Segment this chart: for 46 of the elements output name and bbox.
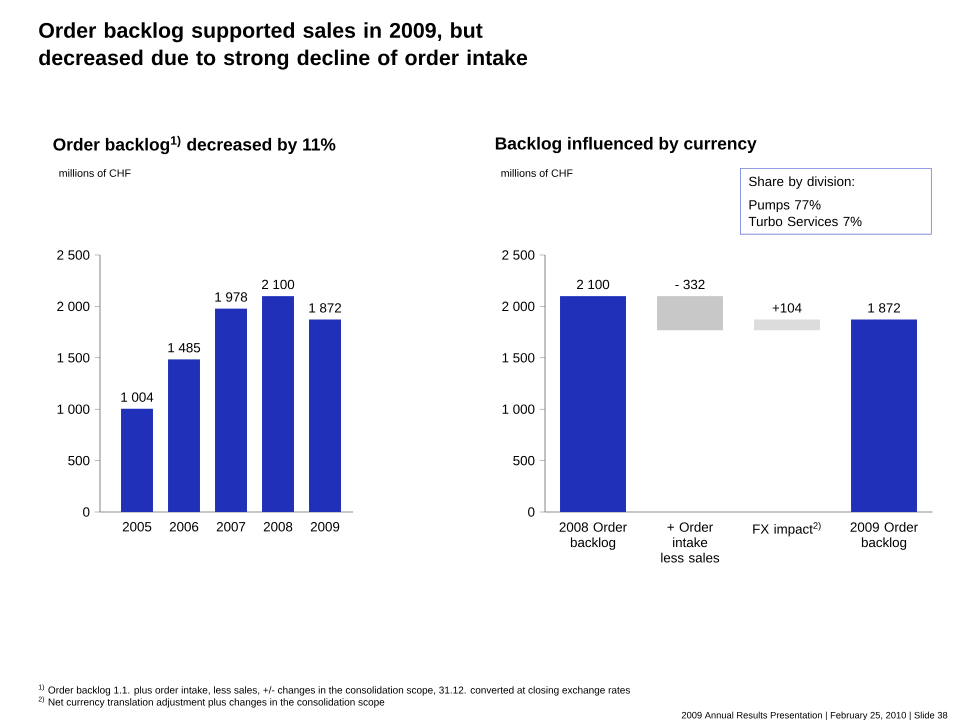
y-tick-label: 1 000 bbox=[58, 404, 90, 414]
y-tick-label: 1 500 bbox=[502, 352, 534, 362]
x-tick-label: 2008 Order backlog bbox=[560, 522, 627, 550]
data-label: 1 004 bbox=[121, 392, 154, 402]
data-label: 1 978 bbox=[215, 292, 248, 302]
data-label: 1 485 bbox=[168, 342, 200, 352]
y-axis-title: millions of CHF bbox=[59, 168, 131, 177]
chart-title: Backlog influenced by currency bbox=[496, 136, 757, 153]
text: $^{1)}$ Order backlog 1.1. plus order intake, less sales, +/- changes in the consolidation scope, 31.12. converted at closing exchange rates bbox=[38, 684, 630, 696]
y-tick-label: 2 500 bbox=[57, 250, 90, 260]
chart-title: Order backlog$^{1)}$ decreased by 11% bbox=[53, 136, 336, 154]
x-tick-label: 2006 bbox=[170, 522, 198, 532]
data-label: 2 100 bbox=[262, 280, 294, 289]
text: Order backlog supported sales in 2009, but decreased due to strong decline of order intake bbox=[39, 22, 528, 70]
text: Turbo Services 7% bbox=[748, 216, 862, 226]
y-tick-label: 2 000 bbox=[502, 301, 534, 311]
x-tick-label: FX impact$^{2)}$ bbox=[753, 522, 821, 536]
y-tick-label: 500 bbox=[513, 456, 534, 466]
text: Pumps 77% bbox=[750, 200, 821, 212]
data-label: +104 bbox=[772, 303, 802, 312]
x-tick-label: 2009 bbox=[310, 522, 340, 532]
bar bbox=[215, 308, 247, 512]
y-tick-label: 0 bbox=[83, 507, 90, 517]
y-tick-label: 1 000 bbox=[502, 404, 534, 414]
y-tick-label: 500 bbox=[68, 456, 90, 466]
data-label: 2 100 bbox=[576, 280, 610, 289]
text: $^{2)}$ Net currency translation adjustment plus changes in the consolidation scope bbox=[38, 696, 384, 708]
x-tick-label: + Order intake less sales bbox=[661, 522, 720, 562]
bar bbox=[121, 408, 153, 512]
data-label: 1 872 bbox=[309, 303, 342, 312]
x-tick-label: 2005 bbox=[122, 522, 152, 532]
bar bbox=[168, 359, 200, 512]
x-tick-label: 2007 bbox=[216, 522, 246, 532]
data-label: 1 872 bbox=[868, 303, 900, 312]
y-tick-label: 2 000 bbox=[57, 301, 90, 311]
text: Share by division: bbox=[749, 176, 854, 189]
data-label: - 332 bbox=[675, 280, 705, 289]
x-tick-label: 2009 Order backlog bbox=[850, 522, 918, 550]
bar bbox=[309, 319, 341, 512]
text: 2009 Annual Results Presentation | February 25, 2010 | Slide 38 bbox=[682, 711, 948, 720]
x-tick-label: 2008 bbox=[264, 522, 292, 532]
y-axis-title: millions of CHF bbox=[501, 168, 573, 177]
y-tick-label: 0 bbox=[528, 507, 534, 517]
y-tick-label: 2 500 bbox=[502, 250, 534, 260]
y-tick-label: 1 500 bbox=[58, 352, 90, 362]
bar bbox=[262, 296, 294, 512]
